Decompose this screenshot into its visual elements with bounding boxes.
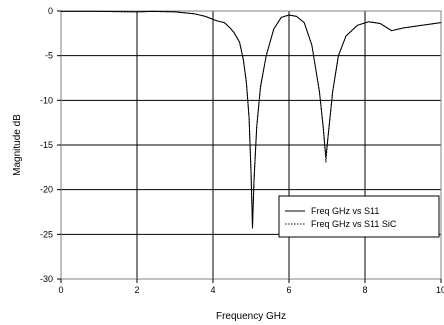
y-tick-label: -15 bbox=[40, 140, 53, 150]
y-tick-label: 0 bbox=[48, 6, 53, 16]
y-tick-label: -5 bbox=[45, 51, 53, 61]
x-tick-label: 2 bbox=[134, 285, 139, 295]
legend-label-s11: Freq GHz vs S11 bbox=[311, 206, 379, 216]
x-tick-label: 6 bbox=[286, 285, 291, 295]
x-tick-label: 4 bbox=[210, 285, 215, 295]
x-axis-ticks: 0 2 4 6 8 10 bbox=[58, 279, 444, 295]
y-tick-label: -30 bbox=[40, 274, 53, 284]
series-line-s11-sic bbox=[61, 10, 442, 226]
y-axis-title: Magnitude dB bbox=[12, 114, 23, 176]
y-axis-ticks: 0 -5 -10 -15 -20 -25 -30 bbox=[40, 6, 61, 284]
grid bbox=[60, 10, 442, 280]
series-layer bbox=[61, 10, 442, 229]
x-tick-label: 8 bbox=[362, 285, 367, 295]
x-tick-label: 10 bbox=[436, 285, 444, 295]
legend: Freq GHz vs S11 Freq GHz vs S11 SiC bbox=[278, 195, 440, 238]
legend-box bbox=[278, 195, 440, 238]
y-tick-label: -10 bbox=[40, 95, 53, 105]
x-axis-title: Frequency GHz bbox=[216, 311, 286, 322]
legend-label-s11-sic: Freq GHz vs S11 SiC bbox=[311, 219, 397, 229]
y-tick-label: -20 bbox=[40, 185, 53, 195]
x-tick-label: 0 bbox=[58, 285, 63, 295]
y-tick-label: -25 bbox=[40, 229, 53, 239]
